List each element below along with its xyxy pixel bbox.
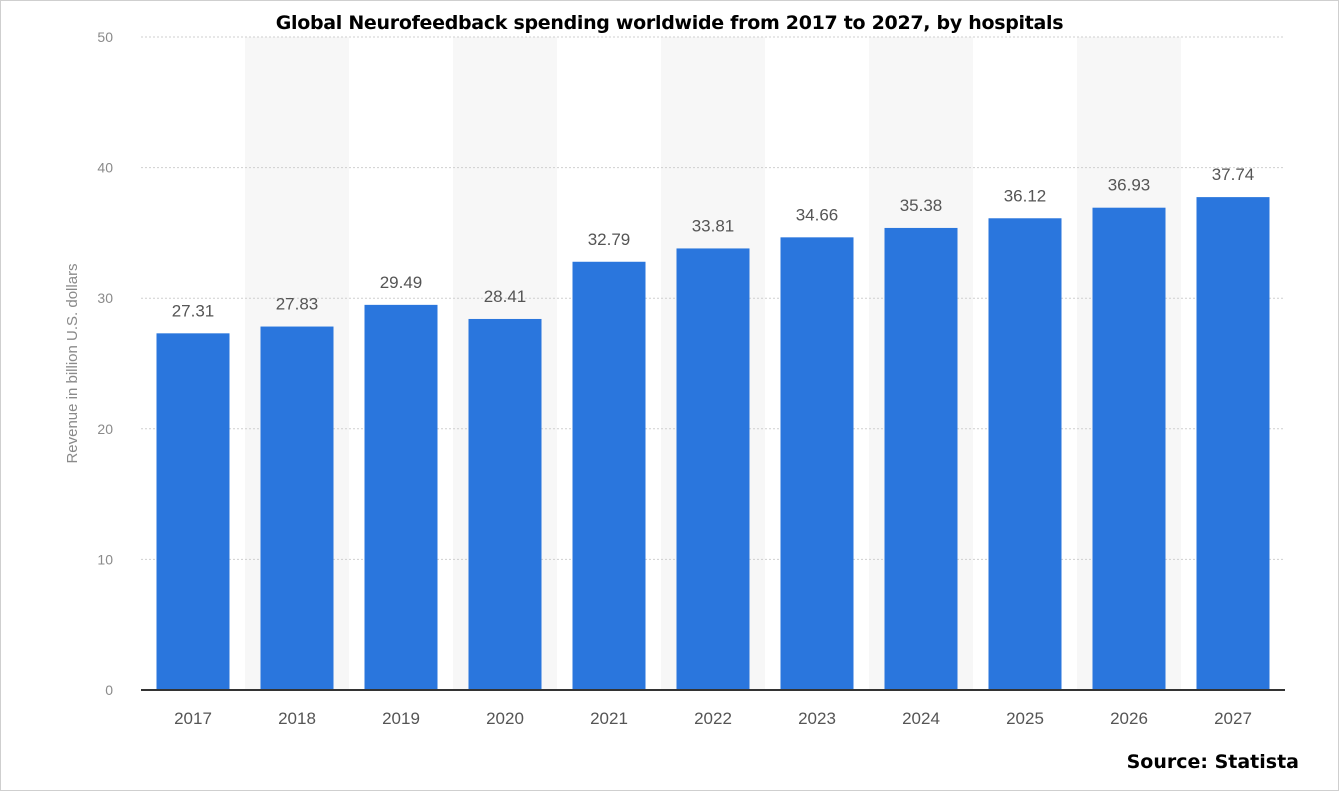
chart-title: Global Neurofeedback spending worldwide … [275,12,1064,34]
bars [156,197,1270,690]
y-tick-label-10: 10 [97,551,113,567]
x-tick-label-2026: 2026 [1110,709,1148,728]
bar-2023 [780,237,854,690]
data-label-2020: 28.41 [484,287,527,306]
x-tick-label-2021: 2021 [590,709,628,728]
data-label-2023: 34.66 [796,205,839,224]
bar-2018 [260,326,334,690]
x-axis-ticks: 2017 2018 2019 2020 2021 2022 2023 2024 2025 2026… [174,709,1252,728]
bar-2025 [988,218,1062,690]
bar-2027 [1196,197,1270,690]
x-tick-label-2018: 2018 [278,709,316,728]
y-tick-label-30: 30 [97,290,113,306]
y-tick-label-20: 20 [97,421,113,437]
source-credit: Source: Statista [1126,751,1299,773]
data-label-2021: 32.79 [588,230,631,249]
data-labels: 27.31 27.83 29.49 28.41 32.79 33.81 34.66 35.38… [172,165,1255,320]
x-tick-label-2027: 2027 [1214,709,1252,728]
data-label-2027: 37.74 [1212,165,1255,184]
y-tick-label-40: 40 [97,160,113,176]
data-label-2024: 35.38 [900,196,943,215]
data-label-2018: 27.83 [276,295,319,314]
x-tick-label-2022: 2022 [694,709,732,728]
data-label-2019: 29.49 [380,273,423,292]
bar-2022 [676,248,750,690]
data-label-2026: 36.93 [1108,176,1151,195]
bar-2026 [1092,207,1166,690]
bar-2021 [572,261,646,690]
y-axis-title: Revenue in billion U.S. dollars [64,263,81,463]
x-tick-label-2024: 2024 [902,709,940,728]
data-label-2017: 27.31 [172,301,215,320]
x-tick-label-2025: 2025 [1006,709,1044,728]
y-tick-label-50: 50 [97,29,113,45]
data-label-2022: 33.81 [692,216,735,235]
bar-2024 [884,227,958,690]
bar-2019 [364,304,438,690]
y-tick-label-0: 0 [105,682,113,698]
x-tick-label-2020: 2020 [486,709,524,728]
x-tick-label-2017: 2017 [174,709,212,728]
y-axis-ticks: 0 10 20 30 40 50 [97,29,113,698]
bar-2020 [468,318,542,690]
data-label-2025: 36.12 [1004,186,1047,205]
bar-2017 [156,333,230,690]
x-tick-label-2019: 2019 [382,709,420,728]
x-tick-label-2023: 2023 [798,709,836,728]
